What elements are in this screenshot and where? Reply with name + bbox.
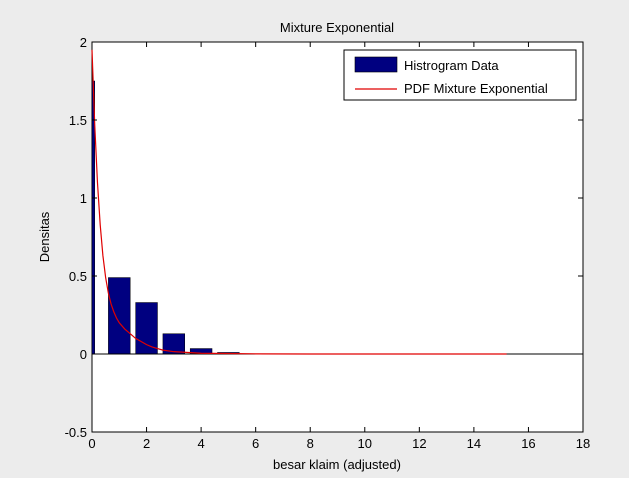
x-tick-label-3: 6 bbox=[252, 436, 259, 451]
x-axis-label: besar klaim (adjusted) bbox=[273, 457, 401, 472]
y-axis-label: Densitas bbox=[37, 211, 52, 262]
x-tick-label-1: 2 bbox=[143, 436, 150, 451]
x-tick-label-4: 8 bbox=[307, 436, 314, 451]
y-axis-ticks: -0.5 0 0.5 1 1.5 2 bbox=[65, 35, 583, 440]
x-tick-label-0: 0 bbox=[88, 436, 95, 451]
x-tick-label-8: 16 bbox=[521, 436, 535, 451]
y-tick-label-4: 1.5 bbox=[69, 113, 87, 128]
legend-label-pdf: PDF Mixture Exponential bbox=[404, 81, 548, 96]
y-tick-label-1: 0 bbox=[80, 347, 87, 362]
x-axis-ticks: 0 2 4 6 8 10 12 14 16 18 bbox=[88, 42, 590, 451]
y-tick-label-5: 2 bbox=[80, 35, 87, 50]
pdf-curve bbox=[91, 49, 507, 355]
x-tick-label-9: 18 bbox=[576, 436, 590, 451]
x-tick-label-5: 10 bbox=[358, 436, 372, 451]
histogram-bar-1 bbox=[108, 277, 131, 355]
x-tick-label-7: 14 bbox=[467, 436, 481, 451]
chart-title: Mixture Exponential bbox=[280, 20, 394, 35]
legend-swatch-histogram bbox=[354, 56, 398, 73]
plot-area bbox=[91, 41, 584, 433]
legend: Histrogram Data PDF Mixture Exponential bbox=[343, 49, 577, 101]
x-tick-label-2: 4 bbox=[197, 436, 204, 451]
legend-label-histogram: Histrogram Data bbox=[404, 58, 499, 73]
y-tick-label-3: 1 bbox=[80, 191, 87, 206]
y-tick-label-2: 0.5 bbox=[69, 269, 87, 284]
histogram-bar-2 bbox=[135, 302, 158, 355]
y-tick-label-0: -0.5 bbox=[65, 425, 87, 440]
x-tick-label-6: 12 bbox=[412, 436, 426, 451]
